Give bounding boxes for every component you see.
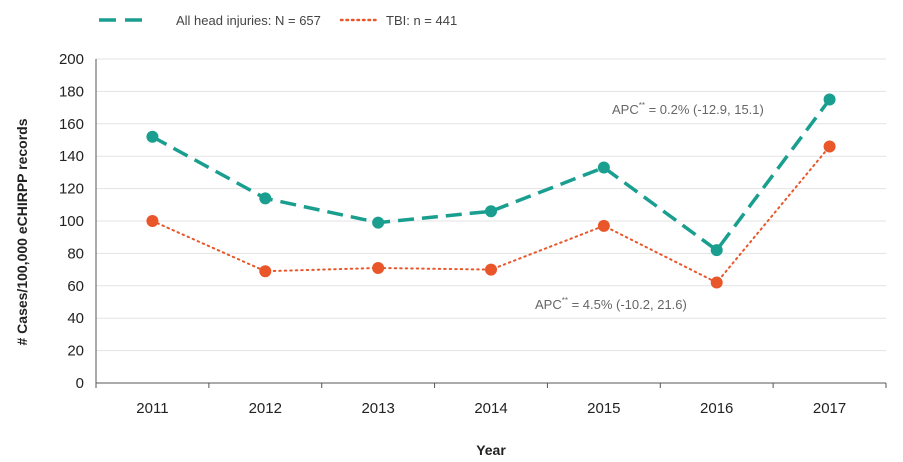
axes bbox=[95, 59, 887, 388]
data-point bbox=[823, 93, 836, 106]
data-point bbox=[823, 140, 836, 153]
data-point bbox=[710, 276, 723, 289]
y-tick-label: 140 bbox=[59, 148, 84, 165]
data-point bbox=[485, 263, 497, 276]
y-tick-label: 120 bbox=[59, 181, 84, 198]
x-axis-title: Year bbox=[476, 442, 506, 458]
data-point bbox=[710, 244, 723, 257]
x-tick-label: 2012 bbox=[249, 400, 282, 417]
y-axis-title: # Cases/100,000 eCHIRPP records bbox=[14, 118, 30, 345]
x-tick-label: 2017 bbox=[813, 400, 846, 417]
x-tick-label: 2015 bbox=[587, 400, 620, 417]
y-tick-label: 20 bbox=[67, 343, 84, 360]
data-point bbox=[146, 130, 159, 143]
x-tick-label: 2014 bbox=[474, 400, 507, 417]
y-tick-label: 160 bbox=[59, 116, 84, 133]
y-tick-label: 40 bbox=[67, 310, 84, 327]
gridlines bbox=[96, 58, 886, 352]
legend-label-tbi: TBI: n = 441 bbox=[386, 13, 457, 28]
y-tick-label: 180 bbox=[59, 83, 84, 100]
x-tick-labels: 2011 2012 2013 2014 2015 2016 2017 bbox=[136, 400, 846, 417]
x-tick-label: 2011 bbox=[136, 400, 168, 417]
data-point bbox=[372, 261, 385, 274]
x-tick-label: 2016 bbox=[700, 400, 733, 417]
data-point bbox=[259, 192, 272, 205]
y-tick-label: 0 bbox=[76, 375, 84, 392]
y-tick-label: 100 bbox=[59, 213, 84, 230]
y-tick-label: 60 bbox=[67, 278, 84, 295]
data-point bbox=[597, 161, 610, 174]
legend-label-all-head-injuries: All head injuries: N = 657 bbox=[176, 13, 321, 28]
data-point bbox=[259, 265, 272, 278]
data-point bbox=[372, 216, 385, 229]
y-tick-labels: 0 20 40 60 80 100 120 140 160 180 200 bbox=[59, 51, 84, 392]
apc-annotation-all-head-injuries: APC** = 0.2% (-12.9, 15.1) bbox=[612, 101, 764, 117]
series-layer bbox=[146, 93, 836, 289]
legend: All head injuries: N = 657 TBI: n = 441 bbox=[99, 13, 457, 28]
y-tick-label: 80 bbox=[67, 245, 84, 262]
data-point bbox=[146, 215, 159, 227]
x-tick-label: 2013 bbox=[361, 400, 394, 417]
y-tick-label: 200 bbox=[59, 51, 84, 68]
apc-annotation-tbi: APC** = 4.5% (-10.2, 21.6) bbox=[535, 296, 687, 312]
data-point bbox=[485, 205, 497, 218]
series-line-0 bbox=[151, 98, 831, 253]
data-point bbox=[597, 219, 610, 232]
